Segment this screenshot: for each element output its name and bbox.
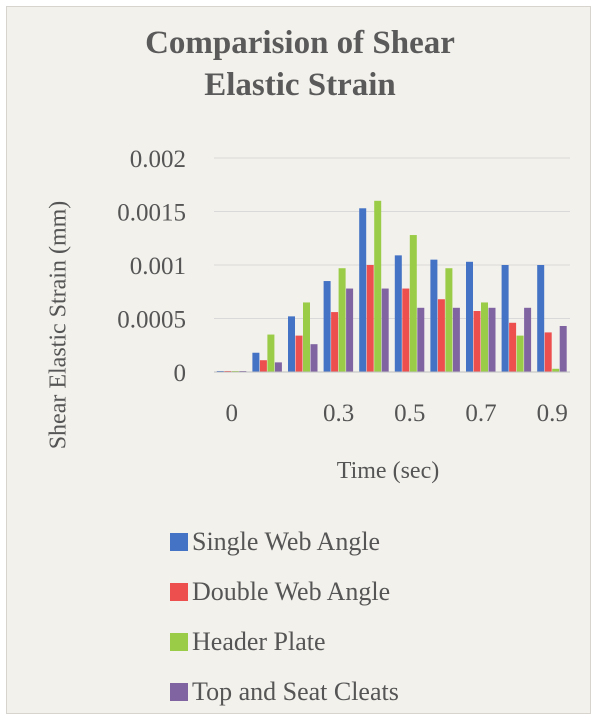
legend-item: Single Web Angle [170, 517, 399, 567]
bar-header-plate [303, 302, 310, 372]
bar-header-plate [481, 302, 488, 372]
bar-top-and-seat-cleats [381, 288, 389, 372]
bar-double-web-angle [473, 311, 481, 372]
legend-swatch [170, 633, 188, 651]
legend-label: Top and Seat Cleats [192, 677, 399, 706]
bar-header-plate [409, 235, 417, 372]
bar-top-and-seat-cleats [559, 325, 567, 372]
bar-header-plate [445, 268, 453, 372]
bar-double-web-angle [544, 332, 552, 372]
chart-title-line-2: Elastic Strain [204, 67, 396, 103]
y-tick-label: 0 [174, 360, 187, 387]
x-tick-label: 0.5 [394, 400, 425, 427]
legend-item: Header Plate [170, 617, 399, 667]
bar-single-web-angle [252, 352, 260, 372]
chart-title: Comparision of Shear Elastic Strain [0, 22, 600, 106]
y-tick-label: 0.002 [130, 146, 186, 173]
bar-single-web-angle [288, 316, 295, 372]
bar-top-and-seat-cleats [310, 344, 318, 372]
x-tick-label: 0 [226, 400, 239, 427]
legend-item: Double Web Angle [170, 567, 399, 617]
bar-header-plate [267, 334, 275, 372]
bar-double-web-angle [366, 265, 374, 372]
bar-single-web-angle [430, 259, 438, 372]
legend-swatch [170, 583, 188, 601]
y-tick-label: 0.001 [130, 253, 186, 280]
bar-header-plate [374, 200, 382, 372]
bar-double-web-angle [259, 360, 267, 372]
bar-top-and-seat-cleats [346, 288, 354, 372]
bar-single-web-angle [537, 265, 545, 372]
legend-item: Top and Seat Cleats [170, 667, 399, 717]
legend-label: Header Plate [192, 627, 326, 656]
bar-header-plate [552, 368, 560, 372]
bar-single-web-angle [394, 255, 402, 372]
bar-double-web-angle [509, 322, 517, 372]
bar-double-web-angle [437, 299, 445, 372]
x-axis-label: Time (sec) [336, 458, 440, 484]
bar-single-web-angle [501, 265, 509, 372]
bar-top-and-seat-cleats [452, 307, 460, 372]
chart-title-line-1: Comparision of Shear [145, 25, 455, 61]
bar-top-and-seat-cleats [524, 307, 532, 372]
bar-single-web-angle [466, 261, 473, 372]
bar-top-and-seat-cleats [488, 307, 496, 372]
bar-single-web-angle [359, 208, 367, 372]
bar-single-web-angle [323, 281, 331, 372]
bar-header-plate [338, 268, 346, 372]
bar-top-and-seat-cleats [417, 307, 425, 372]
legend-swatch [170, 533, 188, 551]
y-tick-label: 0.0015 [117, 200, 186, 227]
bar-double-web-angle [295, 335, 303, 372]
bar-double-web-angle [402, 288, 410, 372]
legend-label: Single Web Angle [192, 527, 381, 556]
bar-header-plate [516, 335, 524, 372]
x-tick-label: 0.3 [323, 400, 354, 427]
x-tick-label: 0.9 [537, 400, 568, 427]
legend-swatch [170, 683, 188, 701]
bar-top-and-seat-cleats [274, 362, 282, 372]
x-tick-label: 0.7 [465, 400, 496, 427]
bar-double-web-angle [331, 312, 339, 372]
legend-label: Double Web Angle [192, 577, 391, 606]
y-tick-label: 0.0005 [117, 307, 186, 334]
chart-legend: Single Web Angle Double Web Angle Header P… [170, 517, 399, 717]
